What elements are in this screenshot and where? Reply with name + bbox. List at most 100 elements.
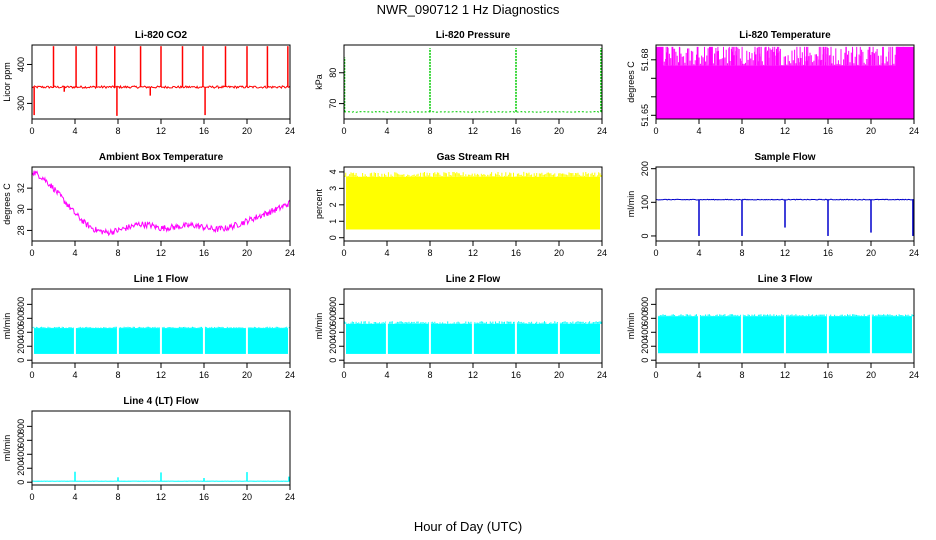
y-axis-label: ml/min bbox=[626, 191, 636, 218]
y-tick-label: 0 bbox=[328, 235, 338, 240]
data-band-segment bbox=[656, 46, 664, 119]
y-tick-label: 0 bbox=[328, 358, 338, 363]
y-axis-label: ml/min bbox=[314, 313, 324, 340]
x-tick-label: 4 bbox=[72, 248, 77, 258]
x-tick-label: 8 bbox=[427, 126, 432, 136]
data-gap bbox=[826, 289, 829, 363]
y-tick-label: 200 bbox=[640, 339, 650, 354]
x-tick-label: 0 bbox=[341, 370, 346, 380]
data-layer bbox=[656, 46, 914, 119]
data-gap bbox=[740, 289, 743, 363]
y-tick-label: 80 bbox=[328, 68, 338, 78]
x-tick-label: 24 bbox=[909, 248, 919, 258]
x-tick-label: 24 bbox=[285, 492, 295, 502]
y-tick-label: 600 bbox=[16, 311, 26, 326]
x-tick-label: 20 bbox=[554, 370, 564, 380]
panel-10: Line 4 (LT) Flow ml/min 0 4 8 12 16 20 24 0 200400… bbox=[2, 396, 295, 502]
y-tick-label: 28 bbox=[16, 225, 26, 235]
x-tick-label: 16 bbox=[511, 126, 521, 136]
data-gap bbox=[202, 289, 205, 363]
x-tick-label: 0 bbox=[29, 126, 34, 136]
data-gap bbox=[697, 289, 700, 363]
x-tick-label: 20 bbox=[866, 248, 876, 258]
data-gap bbox=[245, 289, 248, 363]
y-tick-label: 800 bbox=[16, 419, 26, 434]
data-series-line bbox=[344, 171, 602, 177]
panel-3: Li-820 Temperature degrees C 0 4 8 12 16 20 24 51… bbox=[626, 30, 919, 136]
panel-title: Sample Flow bbox=[754, 152, 815, 163]
x-tick-label: 4 bbox=[696, 370, 701, 380]
x-tick-label: 24 bbox=[597, 248, 607, 258]
x-tick-label: 12 bbox=[156, 370, 166, 380]
x-tick-label: 16 bbox=[199, 126, 209, 136]
y-tick-label: 200 bbox=[16, 461, 26, 476]
x-tick-label: 24 bbox=[597, 126, 607, 136]
x-tick-label: 20 bbox=[554, 126, 564, 136]
x-tick-label: 4 bbox=[384, 370, 389, 380]
x-tick-label: 8 bbox=[115, 126, 120, 136]
y-tick-label: 800 bbox=[16, 297, 26, 312]
data-layer bbox=[31, 46, 291, 116]
x-tick-label: 0 bbox=[653, 248, 658, 258]
x-tick-label: 4 bbox=[384, 248, 389, 258]
x-tick-label: 4 bbox=[384, 126, 389, 136]
x-tick-label: 12 bbox=[156, 126, 166, 136]
x-tick-label: 8 bbox=[739, 248, 744, 258]
y-tick-label: 400 bbox=[16, 325, 26, 340]
y-axis-label: ml/min bbox=[626, 313, 636, 340]
y-tick-label: 1 bbox=[328, 219, 338, 224]
x-tick-label: 16 bbox=[823, 370, 833, 380]
data-layer bbox=[655, 198, 915, 236]
panel-title: Line 2 Flow bbox=[446, 274, 501, 285]
y-tick-label: 30 bbox=[16, 204, 26, 214]
data-band-segment bbox=[895, 46, 914, 119]
figure-title: NWR_090712 1 Hz Diagnostics bbox=[377, 2, 560, 17]
y-tick-label: 600 bbox=[328, 311, 338, 326]
y-tick-label: 32 bbox=[16, 183, 26, 193]
panel-title: Li-820 CO2 bbox=[135, 30, 188, 41]
x-tick-label: 20 bbox=[866, 126, 876, 136]
x-tick-label: 24 bbox=[285, 126, 295, 136]
x-tick-label: 16 bbox=[199, 370, 209, 380]
data-series-line bbox=[31, 170, 291, 237]
x-tick-label: 8 bbox=[115, 370, 120, 380]
x-tick-label: 16 bbox=[823, 126, 833, 136]
panel-title: Li-820 Pressure bbox=[436, 30, 511, 41]
y-tick-label: 800 bbox=[328, 297, 338, 312]
data-gap bbox=[116, 289, 119, 363]
panel-title: Line 3 Flow bbox=[758, 274, 813, 285]
panel-title: Line 1 Flow bbox=[134, 274, 189, 285]
x-tick-label: 20 bbox=[242, 126, 252, 136]
x-tick-label: 8 bbox=[427, 370, 432, 380]
panel-2: Li-820 Pressure kPa 0 4 8 12 16 20 24 70 80 bbox=[314, 30, 607, 136]
x-tick-label: 0 bbox=[341, 126, 346, 136]
y-tick-label: 600 bbox=[16, 433, 26, 448]
x-tick-label: 4 bbox=[696, 248, 701, 258]
y-tick-label: 100 bbox=[640, 195, 650, 210]
y-tick-label: 400 bbox=[640, 325, 650, 340]
y-tick-label: 800 bbox=[640, 297, 650, 312]
x-tick-label: 12 bbox=[468, 126, 478, 136]
y-tick-label: 51.68 bbox=[640, 49, 650, 72]
y-tick-label: 200 bbox=[328, 339, 338, 354]
x-tick-label: 12 bbox=[780, 126, 790, 136]
x-tick-label: 8 bbox=[427, 248, 432, 258]
panel-6: Sample Flow ml/min 0 4 8 12 16 20 24 0 100 200 bbox=[626, 152, 919, 258]
x-tick-label: 24 bbox=[597, 370, 607, 380]
data-gap bbox=[869, 289, 872, 363]
x-tick-label: 8 bbox=[115, 248, 120, 258]
data-layer bbox=[344, 171, 602, 230]
data-series-spikes bbox=[665, 46, 904, 66]
panel-8: Line 2 Flow ml/min 0 4 8 12 16 20 24 0 20040060080… bbox=[314, 274, 607, 380]
x-tick-label: 8 bbox=[115, 492, 120, 502]
x-tick-label: 16 bbox=[511, 248, 521, 258]
data-layer bbox=[344, 289, 602, 363]
data-gap bbox=[385, 289, 388, 363]
panel-9: Line 3 Flow ml/min 0 4 8 12 16 20 24 0 20040060080… bbox=[626, 274, 919, 380]
x-tick-label: 0 bbox=[29, 248, 34, 258]
x-tick-label: 20 bbox=[554, 248, 564, 258]
x-tick-label: 0 bbox=[29, 370, 34, 380]
